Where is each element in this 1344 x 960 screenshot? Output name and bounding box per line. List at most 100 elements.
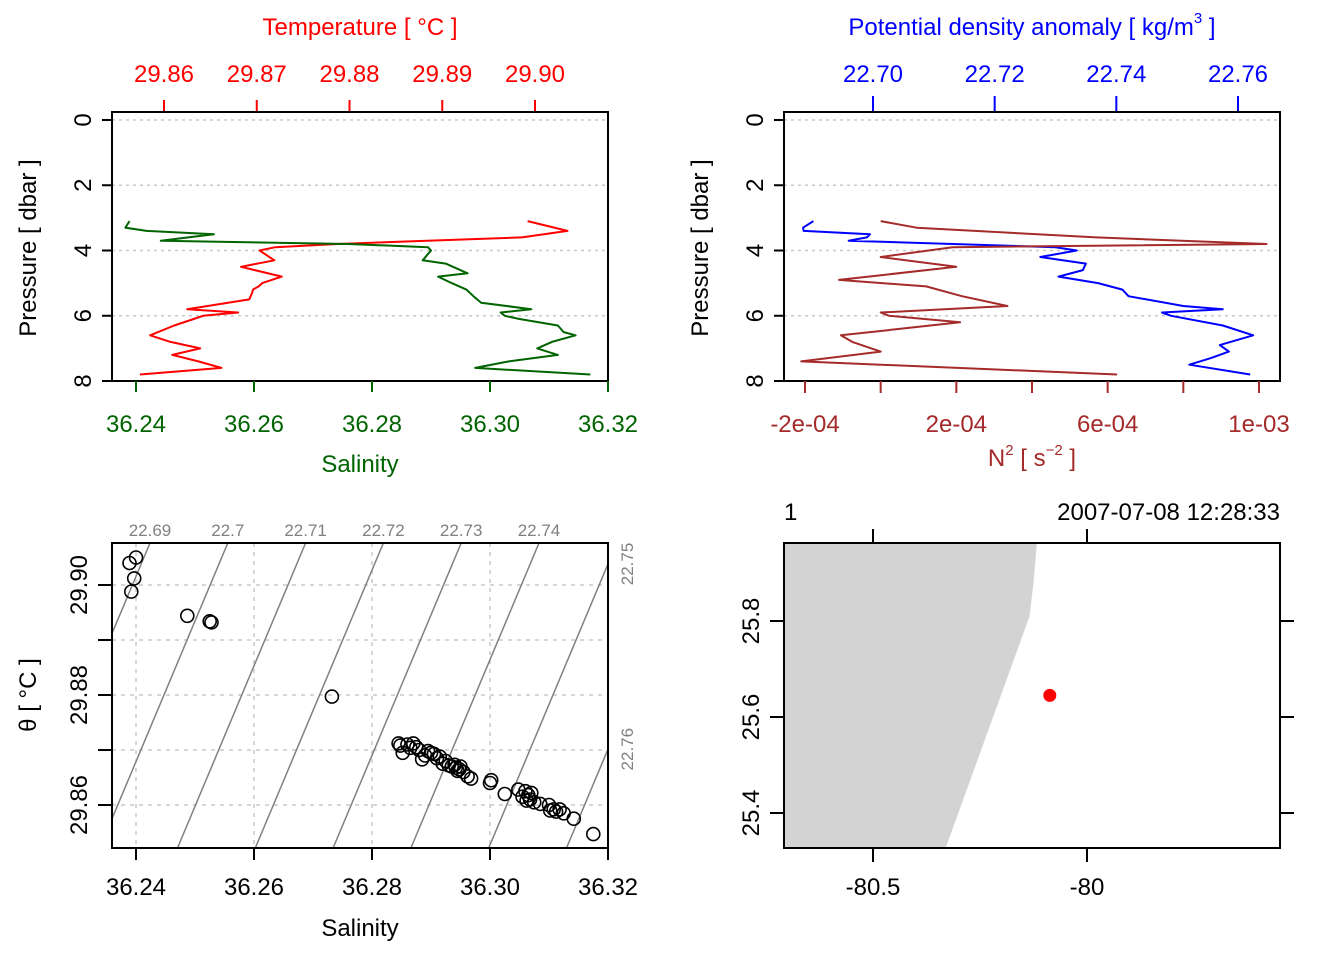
x-tick-label: 6e-04: [1077, 411, 1138, 438]
isopycnal-labels: 22.69 22.7 22.71 22.72 22.73 22.74 22.75 22.76: [129, 521, 637, 770]
left-axis-title-theta: θ [ °C ]: [15, 658, 42, 732]
x-top-tick-label: 29.87: [227, 61, 287, 88]
left-axis-theta: 29.86 29.88 29.90: [66, 555, 112, 835]
ts-point: [395, 745, 411, 761]
y-tick-label: 25.6: [738, 694, 765, 741]
land-polygon: [784, 543, 1037, 848]
y-tick-label: 29.88: [66, 665, 93, 725]
left-axis-pressure: 0 2 4 6 8: [70, 113, 112, 388]
isopycnal-label: 22.75: [618, 543, 637, 586]
x-tick-label: -80: [1070, 874, 1105, 901]
n2-title-sup2: −2: [1046, 442, 1063, 459]
x-tick-label: 36.26: [224, 411, 284, 438]
isopycnal-label: 22.7: [211, 521, 244, 540]
x-tick-label: 36.30: [460, 411, 520, 438]
map-frame: [783, 542, 1281, 849]
y-tick-label: 2: [742, 179, 769, 192]
isopycnal-label: 22.71: [284, 521, 327, 540]
x-tick-label: 36.32: [578, 874, 638, 901]
y-tick-label: 6: [742, 309, 769, 322]
panel-ts-diagram: 22.69 22.7 22.71 22.72 22.73 22.7422.7522.76 …: [15, 521, 638, 942]
left-axis-title-pressure: Pressure [ dbar ]: [687, 159, 714, 336]
ts-point: [402, 740, 418, 756]
ts-point: [548, 804, 564, 819]
density-title-end: ]: [1202, 14, 1215, 41]
isopycnal-label: 22.76: [618, 728, 637, 771]
x-top-tick-label: 22.76: [1208, 61, 1268, 88]
ts-point: [552, 802, 567, 817]
grid-lines: [112, 543, 608, 848]
y-tick-label: 0: [742, 113, 769, 126]
bottom-axis-title-salinity: Salinity: [321, 451, 398, 478]
isopycnal-label: 22.72: [362, 521, 405, 540]
ts-point: [522, 792, 538, 807]
x-tick-label: 36.30: [460, 874, 520, 901]
y-tick-label: 8: [742, 374, 769, 387]
x-top-tick-label: 29.86: [134, 61, 194, 88]
n2-line: [800, 220, 1268, 376]
profile-lines: [800, 220, 1268, 376]
ts-point: [526, 794, 542, 810]
isopycnal-line: [112, 543, 151, 636]
isopycnal-label: 22.69: [129, 521, 172, 540]
ts-point: [566, 811, 582, 827]
ts-point: [126, 571, 142, 586]
bottom-axis-salinity: 36.24 36.26 36.28 36.30 36.32: [106, 848, 638, 901]
x-tick-label: 36.28: [342, 411, 402, 438]
n2-title-mid: [ s: [1014, 445, 1046, 472]
y-tick-label: 6: [70, 309, 97, 322]
x-top-tick-label: 22.72: [965, 61, 1025, 88]
grid-lines: [112, 119, 608, 382]
ts-point: [482, 775, 498, 791]
ts-point: [324, 689, 340, 704]
salinity-line: [124, 220, 591, 376]
x-tick-label: 36.28: [342, 874, 402, 901]
top-axis-density: 22.70 22.72 22.74 22.76: [843, 61, 1268, 112]
x-top-tick-label: 29.89: [412, 61, 472, 88]
ts-point: [435, 756, 451, 772]
ts-point: [122, 555, 137, 571]
ts-point: [180, 608, 195, 624]
left-axis-title-pressure: Pressure [ dbar ]: [15, 159, 42, 336]
grid-lines: [784, 119, 1280, 382]
isopycnal-line: [176, 543, 307, 848]
density-title-main: Potential density anomaly [ kg/m: [848, 14, 1194, 41]
x-tick-label: -80.5: [846, 874, 901, 901]
top-axis-title-density: Potential density anomaly [ kg/m3 ]: [848, 10, 1215, 41]
y-tick-label: 29.90: [66, 555, 93, 615]
x-tick-label: 2e-04: [926, 411, 987, 438]
y-tick-label: 0: [70, 113, 97, 126]
ts-point: [400, 737, 415, 752]
ts-point: [532, 796, 548, 812]
panel-density-n2-profile: Potential density anomaly [ kg/m3 ] 22.7…: [687, 10, 1290, 472]
plot-frame: [111, 111, 609, 382]
x-tick-label: 36.32: [578, 411, 638, 438]
y-tick-label: 29.86: [66, 775, 93, 835]
ts-points: [122, 550, 601, 842]
coastline-land: [784, 543, 1037, 848]
station-number-label: 1: [784, 499, 797, 526]
ts-point: [202, 613, 217, 629]
isopycnal-line: [112, 543, 229, 821]
x-top-tick-label: 22.70: [843, 61, 903, 88]
ts-point: [497, 786, 513, 802]
x-tick-label: 1e-03: [1228, 411, 1289, 438]
temperature-line: [139, 220, 569, 376]
map-axes: -80.5 -80 25.4 25.6 25.8: [738, 529, 1294, 901]
ts-point: [523, 785, 539, 801]
x-tick-label: 36.24: [106, 411, 166, 438]
density-title-sup: 3: [1194, 10, 1202, 27]
y-tick-label: 25.8: [738, 598, 765, 645]
isopycnal-label: 22.74: [518, 521, 561, 540]
ts-point: [460, 769, 475, 784]
n2-title-base: N: [988, 445, 1005, 472]
x-tick-label: -2e-04: [770, 411, 839, 438]
y-tick-label: 4: [70, 244, 97, 257]
station-point: [1043, 688, 1057, 702]
y-tick-label: 2: [70, 179, 97, 192]
isopycnal-label: 22.73: [440, 521, 483, 540]
panel-temperature-salinity-profile: Temperature [ °C ] 29.86 29.87 29.88 29.89 2…: [15, 14, 638, 478]
bottom-axis-n2: -2e-04 2e-04 6e-04 1e-03: [770, 381, 1290, 438]
x-tick-label: 36.24: [106, 874, 166, 901]
y-tick-label: 25.4: [738, 790, 765, 837]
